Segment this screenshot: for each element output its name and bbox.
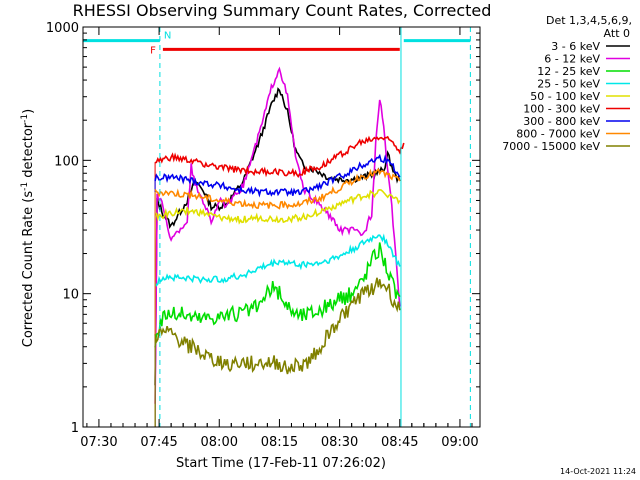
series-line-8 [154, 168, 401, 210]
x-tick-label: 08:30 [321, 435, 358, 450]
x-tick-label: 07:30 [80, 435, 117, 450]
series-line-7 [154, 153, 401, 198]
y-axis-label-end: ) [21, 109, 36, 114]
legend-label-1: 3 - 6 keV [551, 40, 600, 53]
y-axis-label-sup2: -1 [20, 114, 30, 123]
series-line-2 [154, 66, 401, 404]
series-line-3 [154, 242, 401, 348]
legend-header-2: Att 0 [604, 27, 630, 40]
y-axis-label: Corrected Count Rate (s-1 detector-1) [20, 109, 36, 347]
y-axis-label-main: Corrected Count Rate (s [21, 191, 36, 348]
y-tick-label: 100 [54, 154, 79, 169]
plot-frame [82, 26, 481, 428]
legend-label-5: 50 - 100 keV [530, 90, 600, 103]
legend-label-2: 6 - 12 keV [544, 53, 600, 66]
legend-label-8: 800 - 7000 keV [516, 128, 600, 141]
series-line-4 [154, 233, 401, 287]
legend-header-1: Det 1,3,4,5,6,9, [546, 14, 632, 27]
chart-title: RHESSI Observing Summary Count Rates, Co… [73, 1, 492, 20]
legend-label-3: 12 - 25 keV [537, 65, 600, 78]
flare-flag-label: F [150, 45, 156, 56]
y-axis-label-mid: detector [21, 122, 36, 182]
series-line-6 [154, 135, 405, 179]
legend-label-9: 7000 - 15000 keV [502, 140, 600, 153]
x-tick-label: 08:15 [261, 435, 298, 450]
x-tick-label: 08:00 [201, 435, 238, 450]
x-axis-label: Start Time (17-Feb-11 07:26:02) [176, 456, 386, 471]
legend-label-6: 100 - 300 keV [523, 103, 600, 116]
y-tick-label: 1 [71, 421, 79, 436]
timestamp: 14-Oct-2021 11:24 [560, 467, 636, 476]
y-tick-label: 10 [62, 288, 79, 303]
legend-label-4: 25 - 50 keV [537, 78, 600, 91]
series-line-5 [154, 188, 401, 225]
y-tick-label: 1000 [46, 21, 79, 36]
series-line-9 [154, 277, 401, 375]
x-tick-label: 07:45 [140, 435, 177, 450]
legend-label-7: 300 - 800 keV [523, 115, 600, 128]
y-axis-label-sup1: -1 [20, 182, 30, 191]
x-tick-label: 08:45 [381, 435, 418, 450]
night-flag-label: N [164, 31, 171, 42]
x-tick-label: 09:00 [441, 435, 478, 450]
